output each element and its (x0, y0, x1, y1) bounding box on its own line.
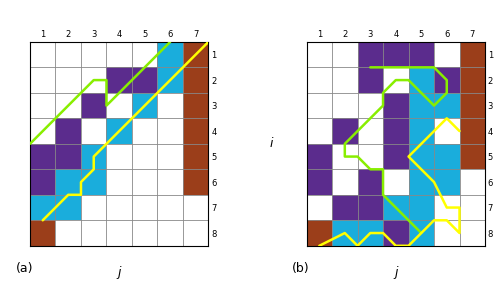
Bar (183, 144, 208, 169)
Bar (132, 93, 158, 118)
Text: (a): (a) (16, 262, 33, 275)
Bar (383, 195, 408, 220)
Bar (383, 93, 408, 118)
Bar (81, 169, 106, 195)
Bar (408, 169, 434, 195)
Bar (408, 144, 434, 169)
Bar (158, 67, 183, 93)
Bar (106, 118, 132, 144)
Bar (56, 169, 81, 195)
Bar (383, 144, 408, 169)
Bar (30, 144, 56, 169)
Bar (408, 220, 434, 246)
Bar (408, 42, 434, 67)
Bar (332, 195, 357, 220)
Bar (460, 144, 485, 169)
Bar (408, 195, 434, 220)
Text: j: j (394, 266, 398, 279)
Bar (81, 144, 106, 169)
Bar (434, 93, 460, 118)
Bar (30, 195, 56, 220)
Bar (132, 67, 158, 93)
Bar (332, 220, 357, 246)
Bar (434, 67, 460, 93)
Bar (183, 118, 208, 144)
Bar (306, 169, 332, 195)
Bar (183, 42, 208, 67)
Text: i: i (269, 137, 272, 150)
Bar (460, 93, 485, 118)
Bar (306, 144, 332, 169)
Bar (332, 118, 357, 144)
Bar (183, 67, 208, 93)
Bar (408, 118, 434, 144)
Bar (408, 93, 434, 118)
Bar (30, 220, 56, 246)
Bar (56, 118, 81, 144)
Bar (106, 67, 132, 93)
Bar (434, 169, 460, 195)
Bar (460, 42, 485, 67)
Bar (56, 144, 81, 169)
Bar (408, 118, 434, 144)
Bar (383, 42, 408, 67)
Bar (30, 169, 56, 195)
Text: (b): (b) (292, 262, 310, 275)
Bar (358, 42, 383, 67)
Bar (460, 67, 485, 93)
Bar (306, 220, 332, 246)
Bar (81, 93, 106, 118)
Bar (460, 118, 485, 144)
Bar (183, 93, 208, 118)
Bar (158, 42, 183, 67)
Bar (434, 144, 460, 169)
Bar (358, 169, 383, 195)
Bar (383, 118, 408, 144)
Bar (358, 67, 383, 93)
Text: j: j (118, 266, 121, 279)
Bar (358, 220, 383, 246)
Bar (358, 195, 383, 220)
Bar (56, 195, 81, 220)
Bar (408, 67, 434, 93)
Bar (383, 220, 408, 246)
Bar (183, 169, 208, 195)
